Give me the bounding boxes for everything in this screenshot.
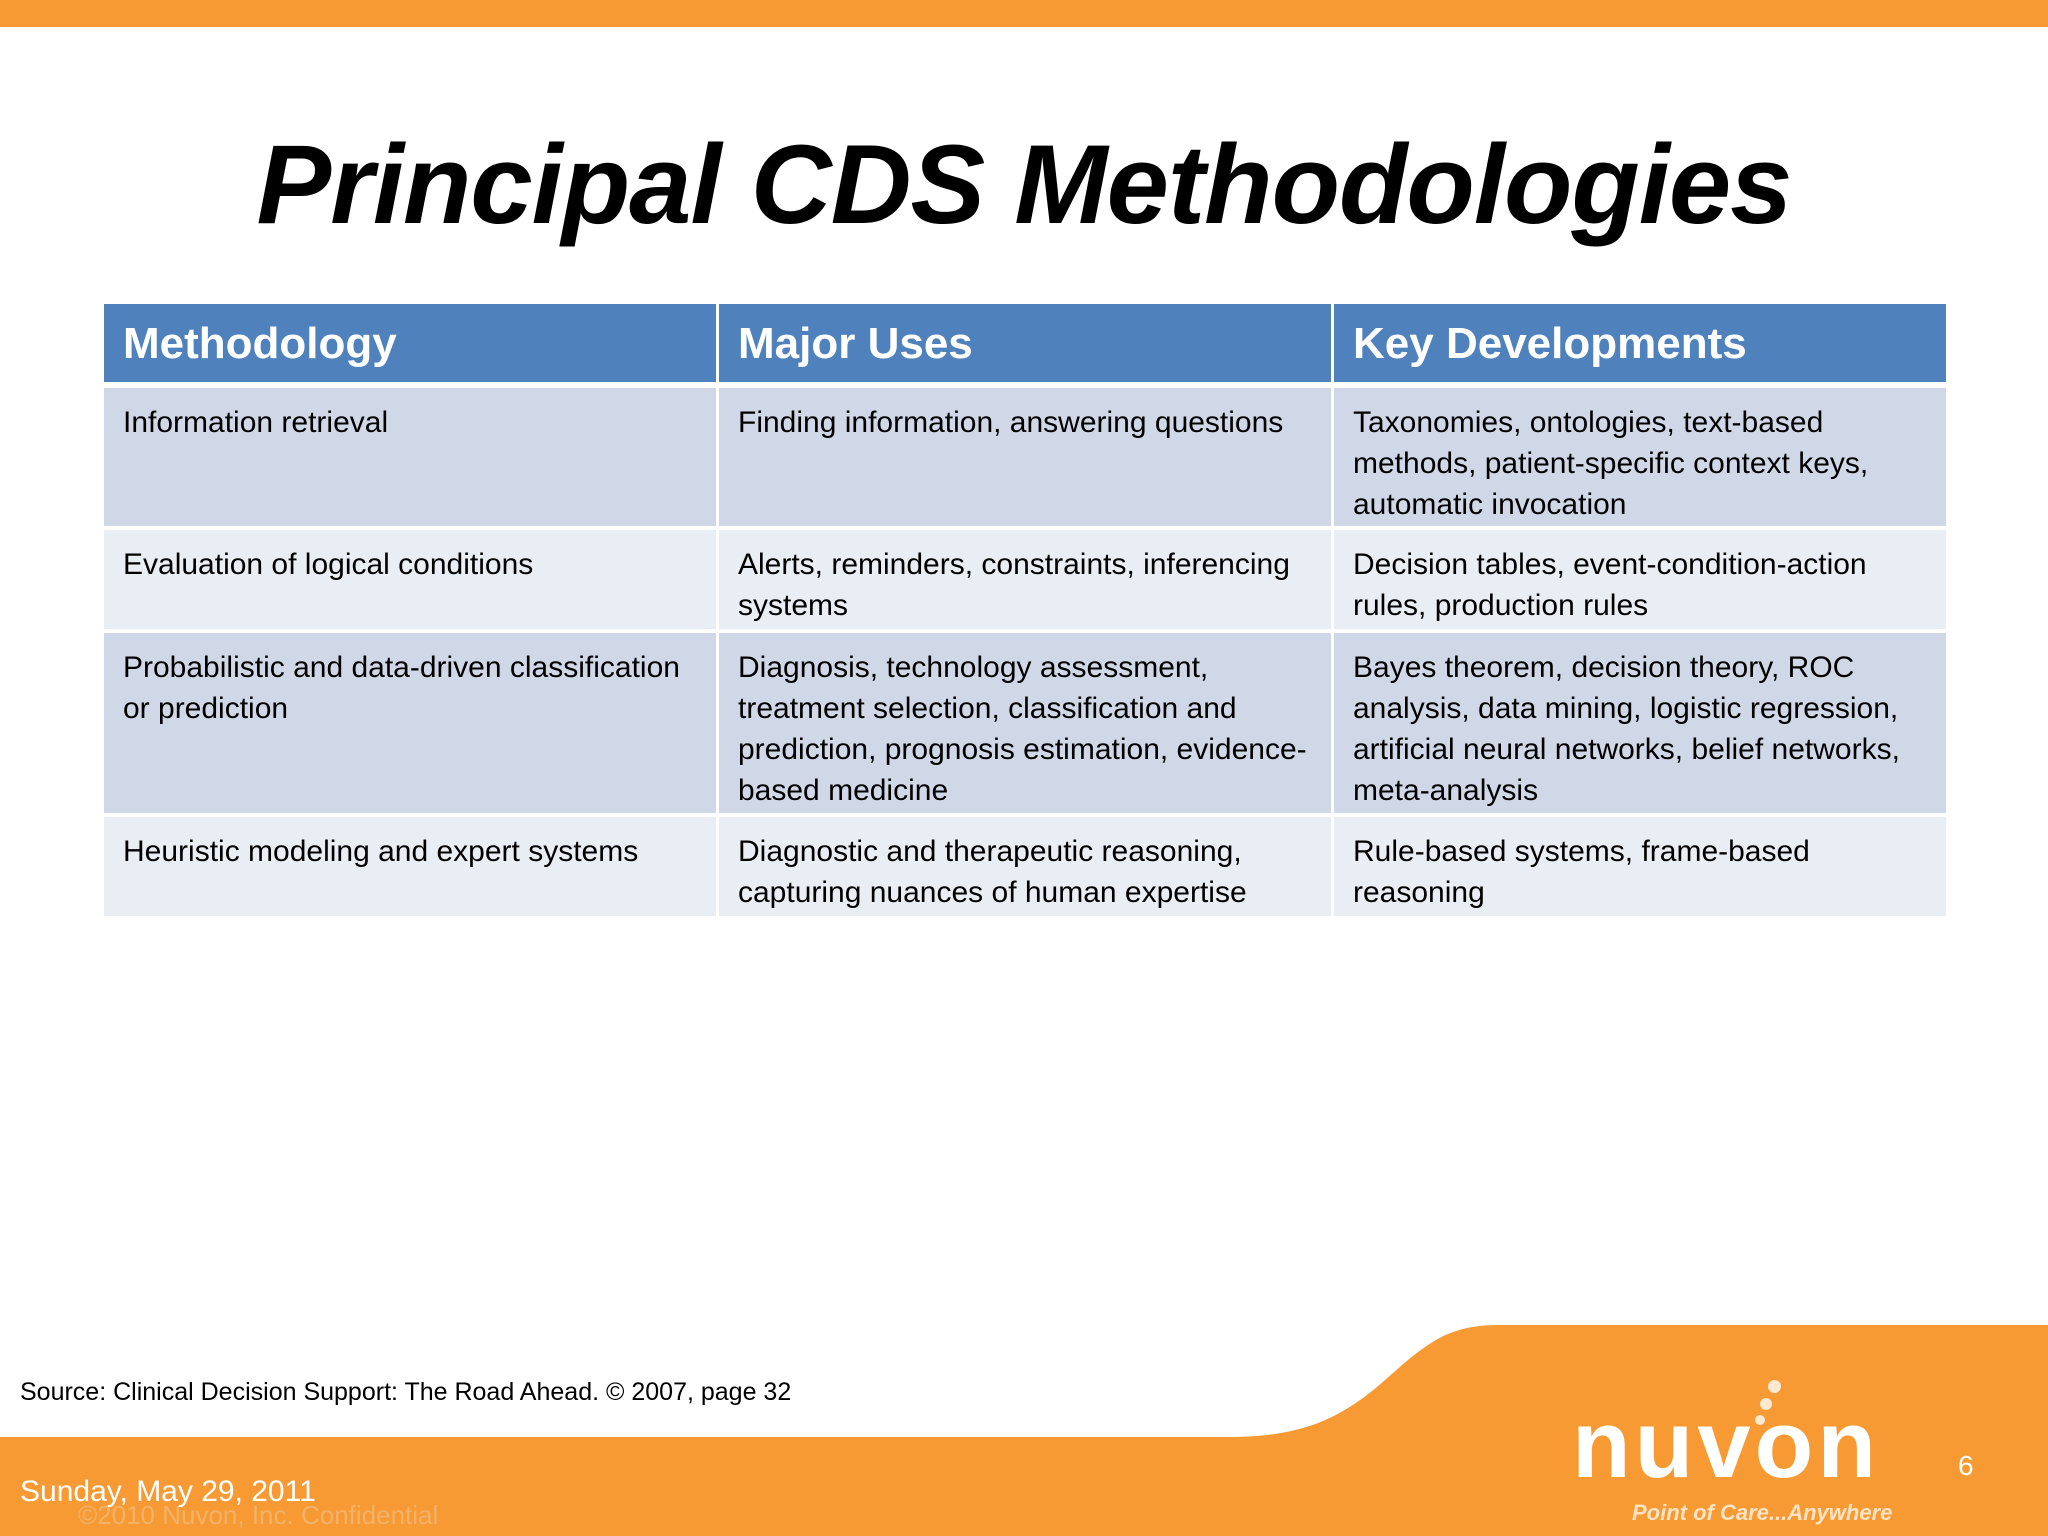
table-row: Probabilistic and data-driven classifica… (104, 633, 1946, 813)
cell-methodology: Evaluation of logical conditions (104, 530, 716, 629)
table-row: Heuristic modeling and expert systems Di… (104, 817, 1946, 916)
cell-key-developments: Decision tables, event-condition-action … (1334, 530, 1946, 629)
source-citation: Source: Clinical Decision Support: The R… (20, 1378, 792, 1406)
cell-methodology: Probabilistic and data-driven classifica… (104, 633, 716, 813)
cell-major-uses: Alerts, reminders, constraints, inferenc… (719, 530, 1331, 629)
logo-dot-icon (1768, 1380, 1781, 1393)
logo-dot-icon (1755, 1415, 1765, 1425)
table-row: Information retrieval Finding informatio… (104, 388, 1946, 526)
cell-key-developments: Taxonomies, ontologies, text-based metho… (1334, 388, 1946, 526)
logo-dot-icon (1760, 1398, 1772, 1410)
cell-major-uses: Diagnosis, technology assessment, treatm… (719, 633, 1331, 813)
cell-methodology: Information retrieval (104, 388, 716, 526)
cell-major-uses: Finding information, answering questions (719, 388, 1331, 526)
cell-methodology: Heuristic modeling and expert systems (104, 817, 716, 916)
slide-date: Sunday, May 29, 2011 (20, 1475, 316, 1508)
table-header-row: Methodology Major Uses Key Developments (104, 304, 1946, 382)
logo-wordmark: nuvon (1572, 1391, 1880, 1498)
header-key-developments: Key Developments (1334, 304, 1946, 382)
slide-title: Principal CDS Methodologies (256, 122, 1793, 247)
cell-major-uses: Diagnostic and therapeutic reasoning, ca… (719, 817, 1331, 916)
methodologies-table: Methodology Major Uses Key Developments … (104, 304, 1946, 920)
confidential-notice: ©2010 Nuvon, Inc. Confidential (78, 1500, 439, 1530)
logo-tagline: Point of Care...Anywhere (1632, 1500, 1893, 1525)
cell-key-developments: Bayes theorem, decision theory, ROC anal… (1334, 633, 1946, 813)
table-row: Evaluation of logical conditions Alerts,… (104, 530, 1946, 629)
header-methodology: Methodology (104, 304, 716, 382)
page-number: 6 (1958, 1450, 1974, 1481)
top-accent-bar (0, 0, 2048, 27)
header-major-uses: Major Uses (719, 304, 1331, 382)
nuvon-logo: nuvon Point of Care...Anywhere (1572, 1380, 1917, 1530)
cell-key-developments: Rule-based systems, frame-based reasonin… (1334, 817, 1946, 916)
